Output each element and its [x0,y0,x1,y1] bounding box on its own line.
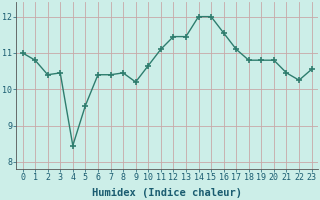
X-axis label: Humidex (Indice chaleur): Humidex (Indice chaleur) [92,188,242,198]
